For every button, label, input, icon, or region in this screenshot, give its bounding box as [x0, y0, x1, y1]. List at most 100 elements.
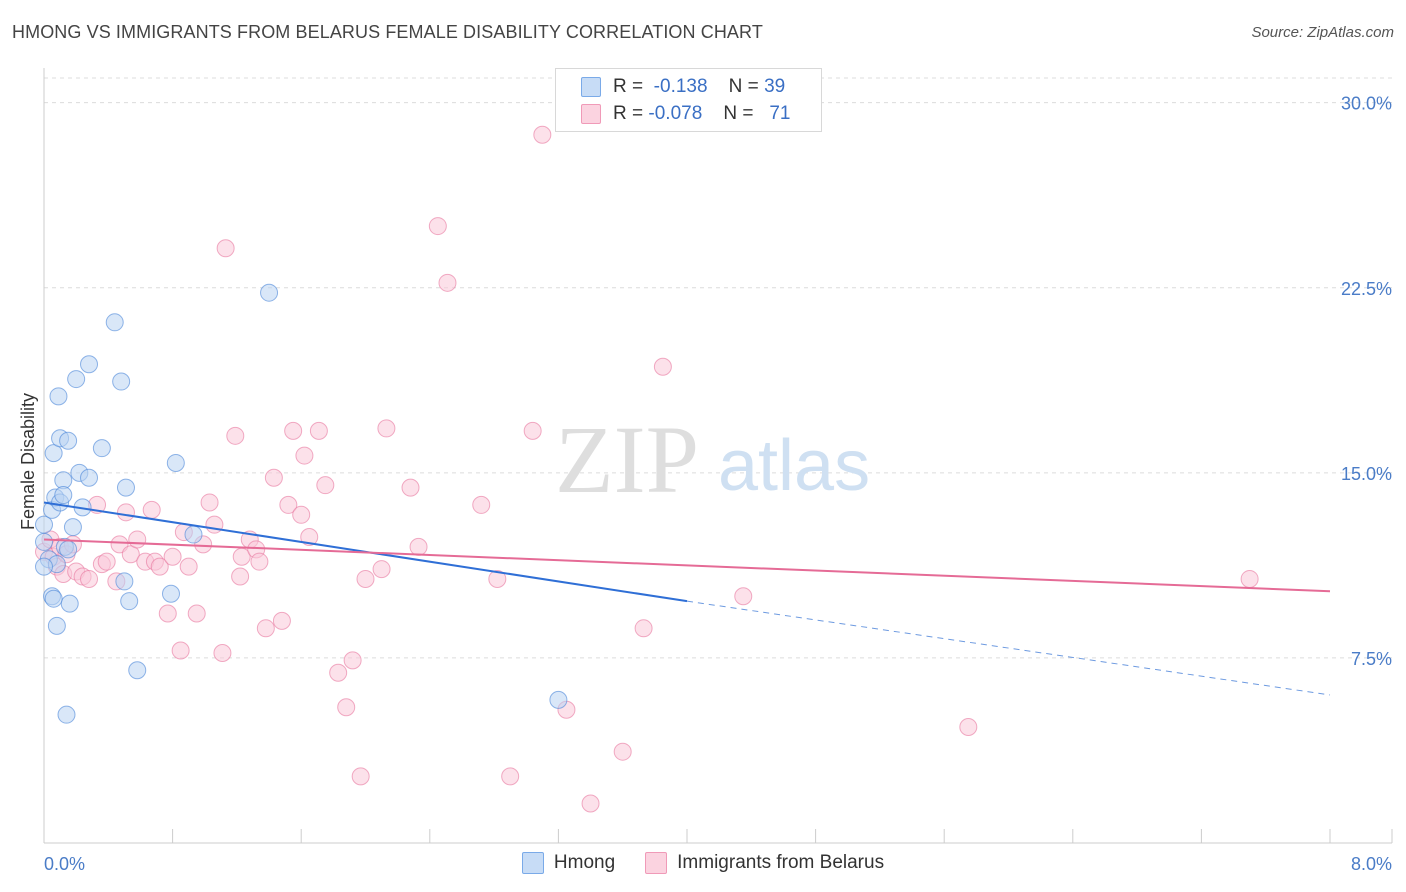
hmong-trend-extension	[686, 600, 1331, 696]
belarus-point	[329, 663, 348, 682]
legend-r-label: R =	[613, 103, 644, 124]
belarus-point	[409, 537, 428, 556]
source-note: Source: ZipAtlas.com	[1251, 24, 1394, 41]
belarus-point	[734, 587, 753, 606]
belarus-point	[213, 643, 232, 662]
belarus-point	[653, 357, 672, 376]
legend-r-value: -0.078	[648, 103, 703, 124]
y-tick-label: 15.0%	[1341, 464, 1392, 484]
belarus-point	[337, 698, 356, 717]
belarus-point	[284, 421, 303, 440]
hmong-point	[44, 444, 63, 463]
belarus-point	[356, 569, 375, 588]
hmong-point	[116, 478, 135, 497]
belarus-point	[428, 217, 447, 236]
legend-n-value: 71	[769, 103, 791, 124]
chart-title: HMONG VS IMMIGRANTS FROM BELARUS FEMALE …	[12, 22, 763, 42]
y-tick-label: 30.0%	[1341, 94, 1392, 114]
belarus-point	[205, 515, 224, 534]
belarus-point	[121, 545, 140, 564]
belarus-point	[523, 421, 542, 440]
data-points	[35, 125, 1259, 813]
hmong-point	[35, 557, 53, 576]
legend-n-value: 39	[764, 76, 786, 97]
belarus-point	[256, 619, 275, 638]
trend-lines	[43, 501, 1331, 696]
belarus-point	[187, 604, 206, 623]
belarus-point	[226, 426, 245, 445]
belarus-point	[372, 560, 391, 579]
belarus-point	[97, 552, 116, 571]
x-tick-label: 8.0%	[1351, 854, 1392, 874]
legend-r-value: -0.138	[653, 76, 708, 97]
belarus-point	[163, 547, 182, 566]
hmong-point	[54, 486, 73, 505]
belarus-point	[158, 604, 177, 623]
hmong-point	[80, 468, 99, 487]
y-axis-label: Female Disability	[18, 393, 38, 530]
belarus-point	[272, 611, 291, 630]
legend-row-belarus: R = -0.078 N = 71	[556, 100, 790, 128]
series-legend-belarus: Immigrants from Belarus	[645, 852, 884, 874]
hmong-point	[184, 525, 203, 544]
belarus-point	[150, 557, 169, 576]
belarus-point	[438, 273, 457, 292]
belarus-point	[1240, 569, 1259, 588]
belarus-point	[231, 567, 250, 586]
hmong-point	[549, 690, 568, 709]
series-swatch-belarus	[645, 852, 668, 874]
legend-row-hmong: R = -0.138 N = 39	[556, 73, 785, 101]
hmong-point	[67, 370, 86, 389]
watermark-atlas: atlas	[718, 426, 870, 506]
y-tick-label: 22.5%	[1341, 279, 1392, 299]
hmong-point	[161, 584, 180, 603]
belarus-point	[377, 419, 396, 438]
hmong-point	[120, 592, 139, 611]
belarus-point	[216, 239, 235, 258]
belarus-point	[613, 742, 632, 761]
belarus-point	[116, 503, 135, 522]
belarus-point	[279, 495, 298, 514]
belarus-point	[472, 495, 491, 514]
hmong-point	[112, 372, 131, 391]
belarus-point	[128, 530, 147, 549]
belarus-trend-line	[43, 538, 1331, 593]
hmong-point	[59, 540, 78, 559]
hmong-point	[35, 532, 53, 551]
hmong-point	[47, 616, 66, 635]
series-legend: Hmong Immigrants from Belarus	[0, 852, 1406, 874]
belarus-point	[295, 446, 314, 465]
legend-n-label: N =	[728, 76, 759, 97]
series-legend-hmong: Hmong	[521, 852, 615, 874]
belarus-point	[200, 493, 219, 512]
hmong-point	[260, 283, 279, 302]
hmong-point	[115, 572, 134, 591]
hmong-point	[63, 518, 82, 537]
belarus-point	[171, 641, 190, 660]
hmong-point	[49, 387, 68, 406]
hmong-point	[44, 589, 63, 608]
legend-swatch-hmong	[581, 77, 601, 97]
belarus-point	[316, 476, 335, 495]
watermark-zip: ZIP	[555, 406, 699, 513]
belarus-point	[351, 767, 370, 786]
legend-r-label: R =	[613, 76, 644, 97]
belarus-point	[250, 552, 269, 571]
belarus-point	[300, 528, 319, 546]
hmong-point	[105, 313, 124, 332]
belarus-point	[264, 468, 283, 487]
belarus-point	[488, 569, 507, 588]
correlation-legend: R = -0.138 N = 39 R = -0.078 N = 71	[555, 68, 822, 132]
belarus-point	[634, 619, 653, 638]
x-tick-label: 0.0%	[44, 854, 85, 874]
y-tick-label: 7.5%	[1351, 649, 1392, 669]
series-swatch-hmong	[521, 852, 544, 874]
belarus-point	[179, 557, 198, 576]
belarus-point	[401, 478, 420, 497]
hmong-point	[59, 431, 78, 450]
legend-n-label: N =	[723, 103, 754, 124]
axes: 7.5% 15.0% 22.5% 30.0% 0.0% 8.0%	[43, 68, 1393, 874]
belarus-point	[142, 500, 161, 519]
hmong-point	[166, 453, 185, 472]
